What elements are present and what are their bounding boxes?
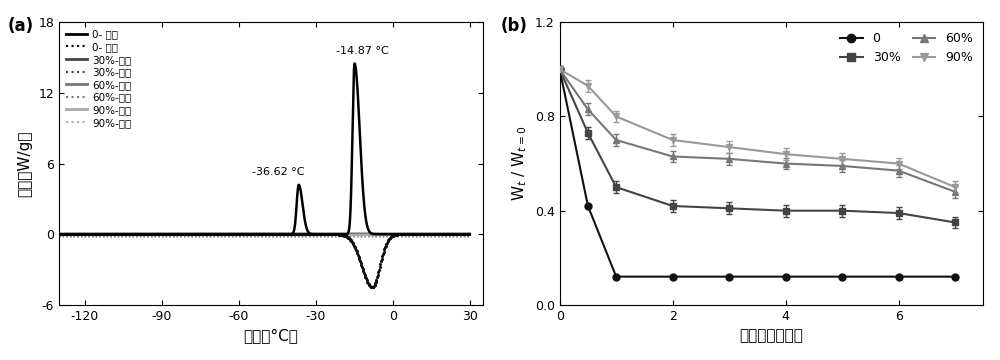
30%	[667, 204, 679, 208]
Line: 60%: 60%	[556, 66, 959, 195]
60%	[667, 154, 679, 159]
90%	[610, 114, 622, 118]
90%	[667, 138, 679, 142]
Line: 30%: 30%	[556, 66, 959, 226]
Text: -36.62 °C: -36.62 °C	[252, 167, 304, 177]
30%	[723, 206, 735, 211]
0	[723, 274, 735, 279]
60%	[780, 161, 792, 166]
Legend: 0- 冷却, 0- 加热, 30%-冷却, 30%-加热, 60%-冷却, 60%-加热, 90%-冷却, 90%-加热: 0- 冷却, 0- 加热, 30%-冷却, 30%-加热, 60%-冷却, 60…	[64, 27, 134, 130]
30%	[554, 67, 566, 72]
60%	[554, 67, 566, 72]
60%	[893, 168, 905, 173]
Text: (a): (a)	[8, 17, 34, 35]
90%	[554, 67, 566, 72]
90%	[836, 157, 848, 161]
0	[667, 274, 679, 279]
30%	[836, 208, 848, 213]
0	[610, 274, 622, 279]
0	[836, 274, 848, 279]
90%	[582, 84, 594, 88]
0	[582, 204, 594, 208]
Legend: 0, 30%, 60%, 90%: 0, 30%, 60%, 90%	[836, 28, 977, 68]
Y-axis label: W$_t$ / W$_{t=0}$: W$_t$ / W$_{t=0}$	[511, 126, 529, 201]
X-axis label: 储存时间（天）: 储存时间（天）	[740, 328, 803, 343]
Y-axis label: 热流（W/g）: 热流（W/g）	[18, 130, 33, 197]
0	[893, 274, 905, 279]
Line: 90%: 90%	[556, 66, 959, 190]
60%	[836, 164, 848, 168]
30%	[582, 131, 594, 135]
30%	[780, 208, 792, 213]
90%	[780, 152, 792, 156]
60%	[949, 190, 961, 194]
60%	[723, 157, 735, 161]
30%	[610, 185, 622, 189]
X-axis label: 温度（°C）: 温度（°C）	[243, 328, 298, 343]
0	[554, 67, 566, 72]
0	[949, 274, 961, 279]
60%	[610, 138, 622, 142]
90%	[949, 185, 961, 189]
30%	[893, 211, 905, 215]
Text: (b): (b)	[500, 17, 527, 35]
60%	[582, 107, 594, 112]
0	[780, 274, 792, 279]
90%	[893, 161, 905, 166]
Line: 0: 0	[556, 66, 959, 280]
30%	[949, 220, 961, 225]
Text: -14.87 °C: -14.87 °C	[336, 46, 389, 56]
90%	[723, 145, 735, 149]
